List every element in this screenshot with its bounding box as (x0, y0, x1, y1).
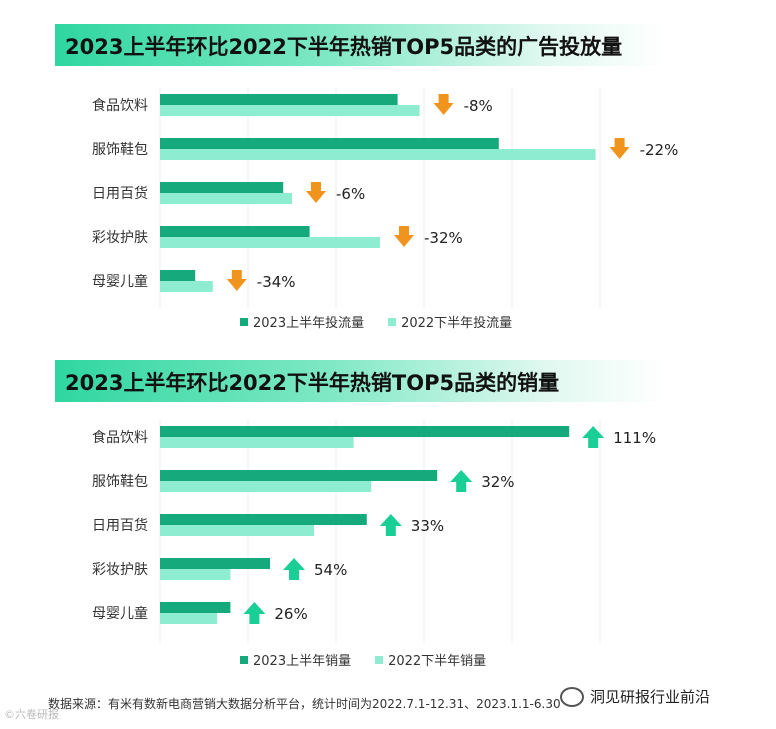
wechat-icon (560, 686, 584, 707)
category-label: 母婴儿童 (92, 273, 148, 290)
category-label: 彩妆护肤 (92, 562, 148, 578)
bar-2023 (160, 270, 196, 281)
bar-2022 (160, 237, 380, 248)
chart1-svg: 食品饮料 -8% 服饰鞋包 -22% 日用百货 -6% 彩妆护肤 -32% 母婴儿童 -34% (92, 88, 679, 308)
legend-item-2022: 2022下半年投流量 (388, 312, 512, 331)
bar-2022 (160, 613, 218, 624)
bar-2022 (160, 149, 596, 160)
change-label: -22% (640, 141, 679, 159)
category-label: 日用百货 (92, 517, 148, 534)
category-label: 母婴儿童 (92, 605, 148, 622)
chart2-title-banner: 2023上半年环比2022下半年热销TOP5品类的销量 (55, 360, 665, 402)
legend-label: 2023上半年投流量 (253, 316, 365, 331)
bar-2022 (160, 105, 420, 116)
legend-label: 2022下半年投流量 (401, 316, 513, 331)
bar-2023 (160, 470, 438, 481)
category-label: 日用百货 (92, 185, 148, 202)
bar-2023 (160, 138, 499, 149)
bar-2023 (160, 426, 570, 437)
category-label: 食品饮料 (92, 429, 148, 446)
legend-swatch (375, 655, 384, 664)
up-arrow-icon (243, 602, 266, 624)
change-label: 26% (274, 605, 307, 623)
bar-2023 (160, 226, 310, 237)
category-label: 服饰鞋包 (92, 142, 148, 158)
category-label: 食品饮料 (92, 97, 148, 114)
up-arrow-icon (582, 426, 605, 448)
legend-swatch (388, 317, 397, 326)
bar-2023 (160, 514, 367, 525)
change-label: 111% (613, 429, 656, 447)
legend-item-2023: 2023上半年销量 (240, 650, 351, 669)
change-label: -6% (336, 185, 365, 203)
watermark-text: 洞见研报行业前沿 (590, 688, 711, 706)
bar-2023 (160, 602, 231, 613)
bar-2023 (160, 558, 270, 569)
legend-label: 2023上半年销量 (253, 654, 352, 669)
up-arrow-icon (379, 514, 402, 536)
chart2-title: 2023上半年环比2022下半年热销TOP5品类的销量 (65, 371, 560, 395)
chart1-legend: 2023上半年投流量 2022下半年投流量 (240, 312, 512, 331)
down-arrow-icon (433, 94, 454, 115)
change-label: 54% (314, 561, 347, 579)
bar-2022 (160, 437, 354, 448)
bar-2022 (160, 193, 292, 204)
chart1-title-banner: 2023上半年环比2022下半年热销TOP5品类的广告投放量 (55, 24, 665, 66)
legend-label: 2022下半年销量 (388, 654, 487, 669)
bar-2023 (160, 182, 284, 193)
change-label: 33% (411, 517, 444, 535)
data-source-footer: 数据来源：有米有数新电商营销大数据分析平台，统计时间为2022.7.1-12.3… (48, 697, 561, 711)
chart2-svg: 食品饮料 111% 服饰鞋包 32% 日用百货 33% 彩妆护肤 54% 母婴儿童 26% (92, 420, 656, 642)
bar-2022 (160, 481, 372, 492)
bar-2022 (160, 525, 314, 536)
category-label: 服饰鞋包 (92, 474, 148, 490)
down-arrow-icon (226, 270, 247, 291)
down-arrow-icon (394, 226, 414, 247)
change-label: -34% (257, 273, 296, 291)
change-label: 32% (481, 473, 514, 491)
bar-2022 (160, 281, 213, 292)
bar-2023 (160, 94, 398, 105)
bar-2022 (160, 569, 231, 580)
watermark: 洞见研报行业前沿 (560, 686, 710, 707)
legend-item-2022: 2022下半年销量 (375, 650, 486, 669)
up-arrow-icon (450, 470, 473, 492)
corner-mark: ©六卷研报 (4, 708, 59, 721)
category-label: 彩妆护肤 (92, 230, 148, 246)
down-arrow-icon (609, 138, 630, 159)
legend-swatch (240, 317, 248, 326)
up-arrow-icon (283, 558, 305, 580)
chart2-legend: 2023上半年销量 2022下半年销量 (240, 650, 486, 669)
legend-swatch (240, 655, 248, 664)
change-label: -8% (464, 97, 493, 115)
legend-item-2023: 2023上半年投流量 (240, 312, 364, 331)
down-arrow-icon (306, 182, 326, 203)
change-label: -32% (424, 229, 463, 247)
chart1-title: 2023上半年环比2022下半年热销TOP5品类的广告投放量 (65, 35, 623, 59)
